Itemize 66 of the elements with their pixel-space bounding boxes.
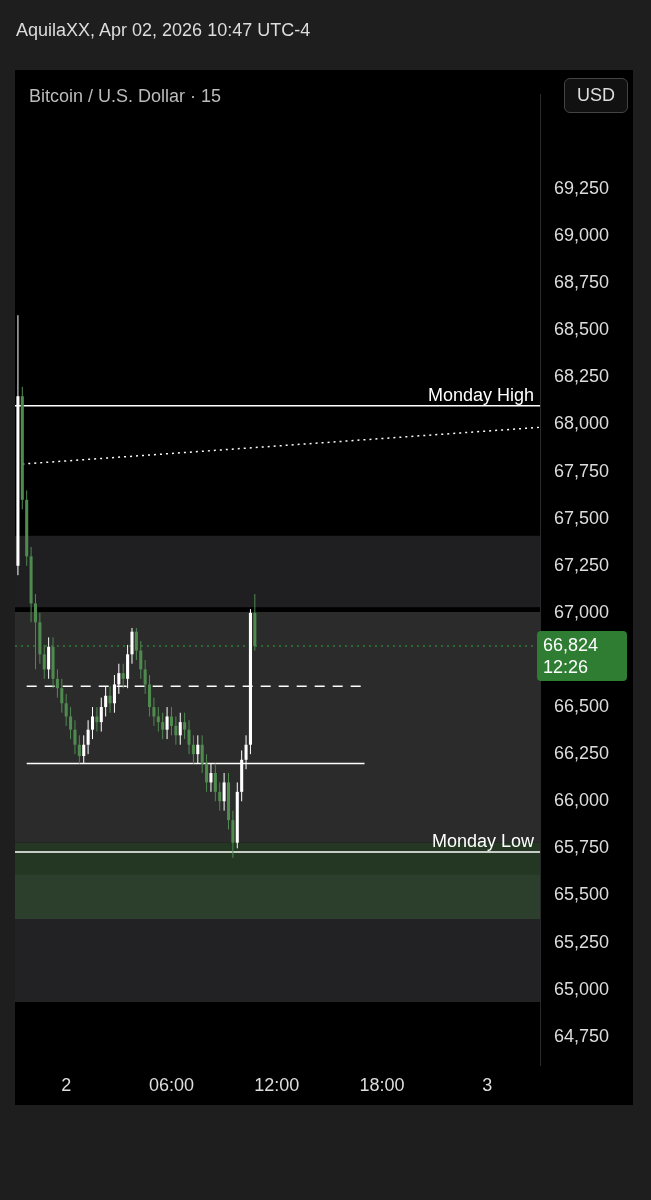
- x-tick-label: 2: [61, 1074, 72, 1095]
- y-tick-label: 67,500: [554, 507, 610, 528]
- ref-line-label: Monday Low: [431, 831, 535, 852]
- candlestick: [77, 734, 81, 765]
- candlestick: [222, 772, 226, 812]
- candlestick: [60, 678, 64, 714]
- candlestick: [143, 659, 147, 695]
- chart-title: Bitcoin / U.S. Dollar · 15: [29, 86, 222, 107]
- candlestick: [178, 712, 182, 746]
- y-tick-label: 67,000: [554, 601, 610, 622]
- y-tick-label: 68,500: [554, 319, 610, 340]
- candlestick: [187, 719, 191, 755]
- candlestick: [86, 719, 90, 755]
- candlestick: [191, 734, 195, 765]
- y-tick-label: 67,750: [554, 460, 610, 481]
- candlestick: [156, 706, 160, 733]
- candlestick: [139, 640, 143, 680]
- y-tick-label: 66,250: [554, 743, 610, 764]
- candlestick: [165, 706, 169, 740]
- candlestick: [69, 706, 73, 740]
- candlestick: [47, 636, 51, 680]
- candlestick: [200, 734, 204, 774]
- x-tick-label: 18:00: [359, 1074, 405, 1095]
- y-tick-label: 65,750: [554, 837, 610, 858]
- x-tick-label: 12:00: [254, 1074, 300, 1095]
- candlestick: [130, 627, 134, 665]
- candlestick: [169, 706, 174, 736]
- candlestick: [90, 706, 95, 740]
- candlestick: [64, 693, 68, 727]
- candlestick: [231, 810, 235, 859]
- candlestick: [183, 712, 187, 740]
- y-tick-label: 68,750: [554, 272, 610, 293]
- ref-line-label: 66,824: [543, 634, 600, 657]
- candlestick: [95, 706, 99, 733]
- y-tick-label: 65,000: [554, 978, 610, 999]
- y-tick-label: 65,250: [554, 931, 610, 952]
- y-tick-label: 66,000: [554, 790, 610, 811]
- y-axis-title: USD: [563, 78, 628, 113]
- candlestick: [152, 697, 156, 727]
- text: 12:26: [543, 656, 590, 679]
- y-tick-label: 65,500: [554, 884, 610, 905]
- candlestick: [55, 668, 59, 699]
- y-tick-label: 67,250: [554, 554, 610, 575]
- candlestick: [108, 685, 112, 714]
- y-tick-label: 69,000: [554, 225, 610, 246]
- candlestick: [134, 627, 138, 661]
- candlestick: [148, 674, 152, 717]
- candlestick: [218, 781, 222, 812]
- y-tick-label: 66,500: [554, 696, 610, 717]
- y-tick-label: 68,250: [554, 366, 610, 387]
- candlestick: [161, 712, 165, 740]
- candlestick: [99, 697, 103, 733]
- candlestick: [174, 715, 178, 746]
- x-tick-label: 3: [482, 1074, 493, 1095]
- candlestick: [121, 663, 125, 689]
- candlestick: [213, 763, 217, 802]
- candlestick: [73, 719, 77, 755]
- y-tick-label: 68,000: [554, 413, 610, 434]
- x-tick-label: 06:00: [148, 1074, 194, 1095]
- candlestick: [42, 644, 46, 680]
- candlestick: [205, 753, 209, 793]
- y-tick-label: 69,250: [554, 177, 610, 198]
- y-tick-label: 64,750: [554, 1025, 610, 1046]
- ref-line-label: Monday High: [427, 384, 534, 405]
- chart-subtitle: AquilaXX, Apr 02, 2026 10:47 UTC-4: [16, 19, 312, 42]
- candlestick: [33, 593, 38, 670]
